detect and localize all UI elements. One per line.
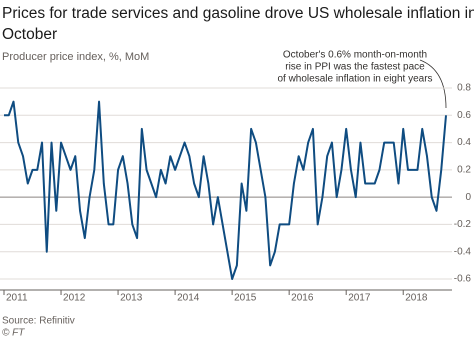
- source: Source: Refinitiv: [2, 316, 75, 327]
- y-tick-label: 0: [465, 192, 471, 203]
- data-line: [4, 100, 447, 280]
- x-tick-label: 2016: [291, 293, 314, 304]
- y-tick-label: 0.2: [457, 164, 471, 175]
- x-tick-label: 2017: [348, 293, 371, 304]
- annotation: rise in PPI was the fastest pace: [285, 62, 425, 73]
- x-tick-label: 2012: [63, 293, 86, 304]
- y-tick-label: -0.6: [454, 274, 472, 285]
- chart-title: Prices for trade services and gasoline d…: [2, 5, 474, 22]
- y-tick-label: -0.2: [454, 219, 472, 230]
- y-tick-label: 0.6: [457, 110, 471, 121]
- x-tick-label: 2014: [177, 293, 200, 304]
- annotation: of wholesale inflation in eight years: [277, 74, 432, 85]
- x-tick-label: 2015: [234, 293, 257, 304]
- y-tick-label: 0.4: [457, 137, 471, 148]
- credit: © FT: [2, 328, 25, 338]
- annotation: October's 0.6% month-on-month: [283, 50, 427, 61]
- y-tick-label: -0.4: [454, 246, 472, 257]
- x-tick-label: 2018: [405, 293, 428, 304]
- x-tick-label: 2013: [120, 293, 143, 304]
- y-tick-label: 0.8: [457, 83, 471, 94]
- x-tick-label: 2011: [6, 293, 28, 304]
- chart-title: October: [2, 26, 57, 43]
- chart-subtitle: Producer price index, %, MoM: [2, 51, 149, 63]
- annotation-arrow: [419, 59, 447, 109]
